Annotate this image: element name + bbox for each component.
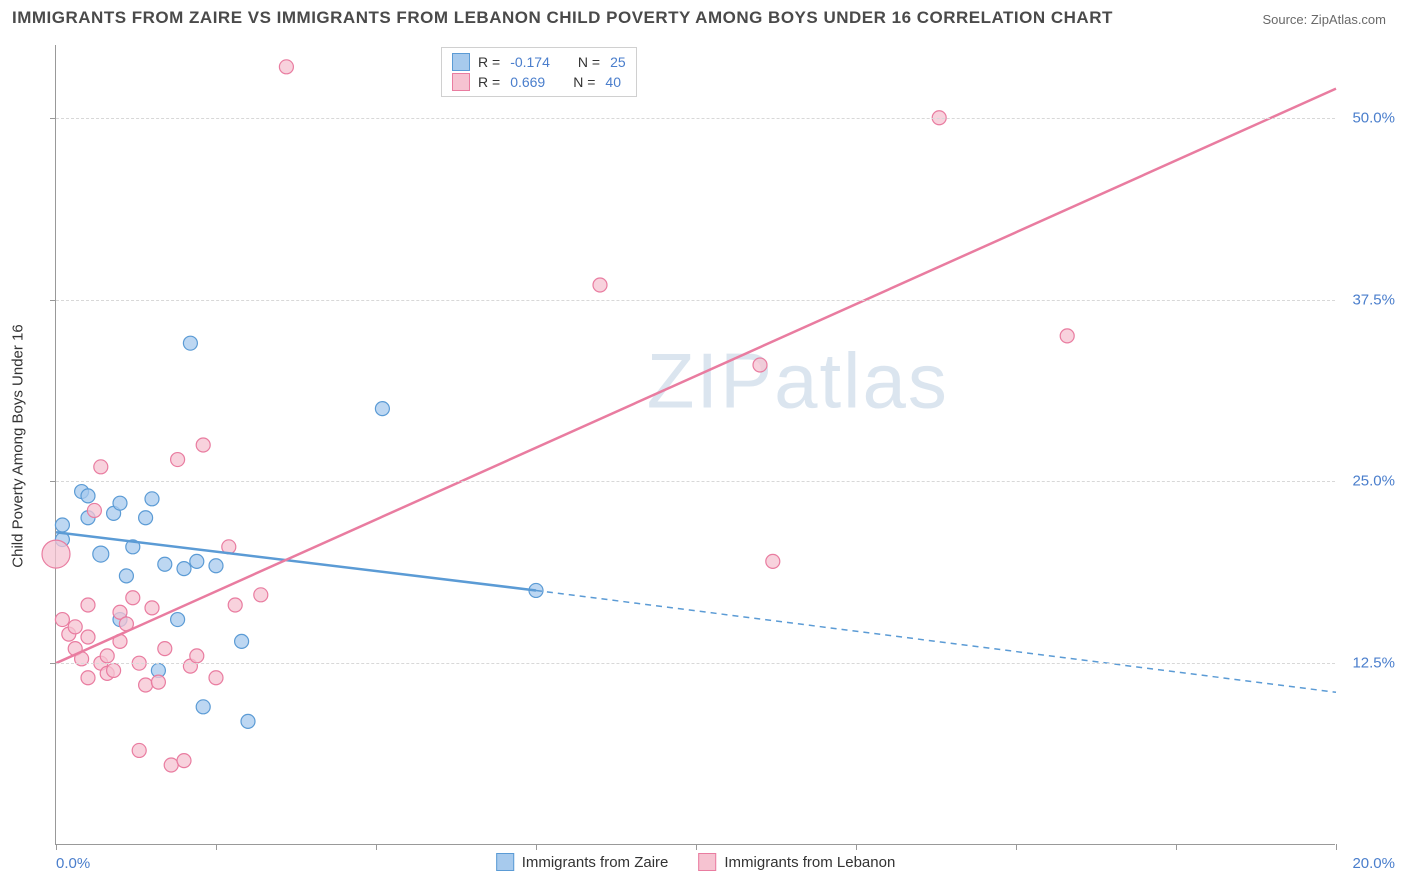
data-point — [241, 714, 255, 728]
data-point — [766, 554, 780, 568]
r-label: R = — [478, 54, 500, 70]
data-point — [68, 620, 82, 634]
data-point — [228, 598, 242, 612]
data-point — [593, 278, 607, 292]
data-point — [190, 649, 204, 663]
data-point — [171, 613, 185, 627]
source-attribution: Source: ZipAtlas.com — [1262, 12, 1386, 27]
stats-legend-row-2: R = 0.669 N = 40 — [452, 72, 626, 92]
data-point — [196, 438, 210, 452]
y-axis-label: Child Poverty Among Boys Under 16 — [10, 324, 27, 567]
x-tick — [1336, 844, 1337, 850]
gridline-h — [56, 481, 1335, 482]
data-point — [139, 678, 153, 692]
y-tick — [50, 300, 56, 301]
trend-line-dashed — [536, 590, 1336, 692]
data-point — [132, 743, 146, 757]
data-point — [81, 489, 95, 503]
data-point — [119, 569, 133, 583]
stats-legend-row-1: R = -0.174 N = 25 — [452, 52, 626, 72]
r-label: R = — [478, 74, 500, 90]
x-tick — [56, 844, 57, 850]
scatter-plot-svg — [56, 45, 1335, 844]
y-tick-label: 25.0% — [1352, 473, 1395, 490]
data-point — [196, 700, 210, 714]
data-point — [87, 503, 101, 517]
data-point — [126, 591, 140, 605]
data-point — [139, 511, 153, 525]
swatch-lebanon — [452, 73, 470, 91]
swatch-zaire-bottom — [496, 853, 514, 871]
x-tick — [696, 844, 697, 850]
data-point — [151, 675, 165, 689]
data-point — [158, 557, 172, 571]
data-point — [81, 630, 95, 644]
x-tick — [856, 844, 857, 850]
gridline-h — [56, 663, 1335, 664]
n-value-lebanon: 40 — [605, 74, 621, 90]
swatch-zaire — [452, 53, 470, 71]
data-point — [55, 518, 69, 532]
data-point — [375, 402, 389, 416]
n-value-zaire: 25 — [610, 54, 626, 70]
r-value-zaire: -0.174 — [510, 54, 550, 70]
data-point — [145, 492, 159, 506]
data-point — [113, 496, 127, 510]
x-tick-label: 20.0% — [1352, 855, 1395, 872]
y-tick-label: 50.0% — [1352, 109, 1395, 126]
data-point — [279, 60, 293, 74]
swatch-lebanon-bottom — [698, 853, 716, 871]
data-point — [81, 671, 95, 685]
data-point — [42, 540, 70, 568]
x-tick — [1016, 844, 1017, 850]
data-point — [1060, 329, 1074, 343]
data-point — [158, 642, 172, 656]
data-point — [753, 358, 767, 372]
data-point — [254, 588, 268, 602]
series-legend: Immigrants from Zaire Immigrants from Le… — [496, 852, 896, 872]
x-tick — [216, 844, 217, 850]
data-point — [235, 634, 249, 648]
chart-title: IMMIGRANTS FROM ZAIRE VS IMMIGRANTS FROM… — [12, 8, 1113, 28]
data-point — [94, 460, 108, 474]
x-tick — [536, 844, 537, 850]
stats-legend: R = -0.174 N = 25 R = 0.669 N = 40 — [441, 47, 637, 97]
series-label-zaire: Immigrants from Zaire — [522, 854, 669, 871]
x-tick — [376, 844, 377, 850]
data-point — [209, 559, 223, 573]
chart-plot-area: ZIPatlas R = -0.174 N = 25 R = 0.669 N =… — [55, 45, 1335, 845]
y-tick — [50, 663, 56, 664]
data-point — [209, 671, 223, 685]
data-point — [145, 601, 159, 615]
source-label: Source: — [1262, 12, 1310, 27]
gridline-h — [56, 118, 1335, 119]
data-point — [55, 613, 69, 627]
data-point — [107, 663, 121, 677]
data-point — [171, 453, 185, 467]
y-tick — [50, 118, 56, 119]
source-value: ZipAtlas.com — [1311, 12, 1386, 27]
x-tick — [1176, 844, 1177, 850]
x-tick-label: 0.0% — [56, 855, 90, 872]
data-point — [81, 598, 95, 612]
data-point — [177, 754, 191, 768]
n-label: N = — [573, 74, 595, 90]
trend-line — [56, 89, 1336, 664]
data-point — [177, 562, 191, 576]
y-tick-label: 12.5% — [1352, 655, 1395, 672]
y-tick-label: 37.5% — [1352, 291, 1395, 308]
series-label-lebanon: Immigrants from Lebanon — [724, 854, 895, 871]
data-point — [100, 649, 114, 663]
data-point — [183, 336, 197, 350]
gridline-h — [56, 300, 1335, 301]
data-point — [190, 554, 204, 568]
data-point — [93, 546, 109, 562]
n-label: N = — [578, 54, 600, 70]
data-point — [164, 758, 178, 772]
r-value-lebanon: 0.669 — [510, 74, 545, 90]
y-tick — [50, 481, 56, 482]
